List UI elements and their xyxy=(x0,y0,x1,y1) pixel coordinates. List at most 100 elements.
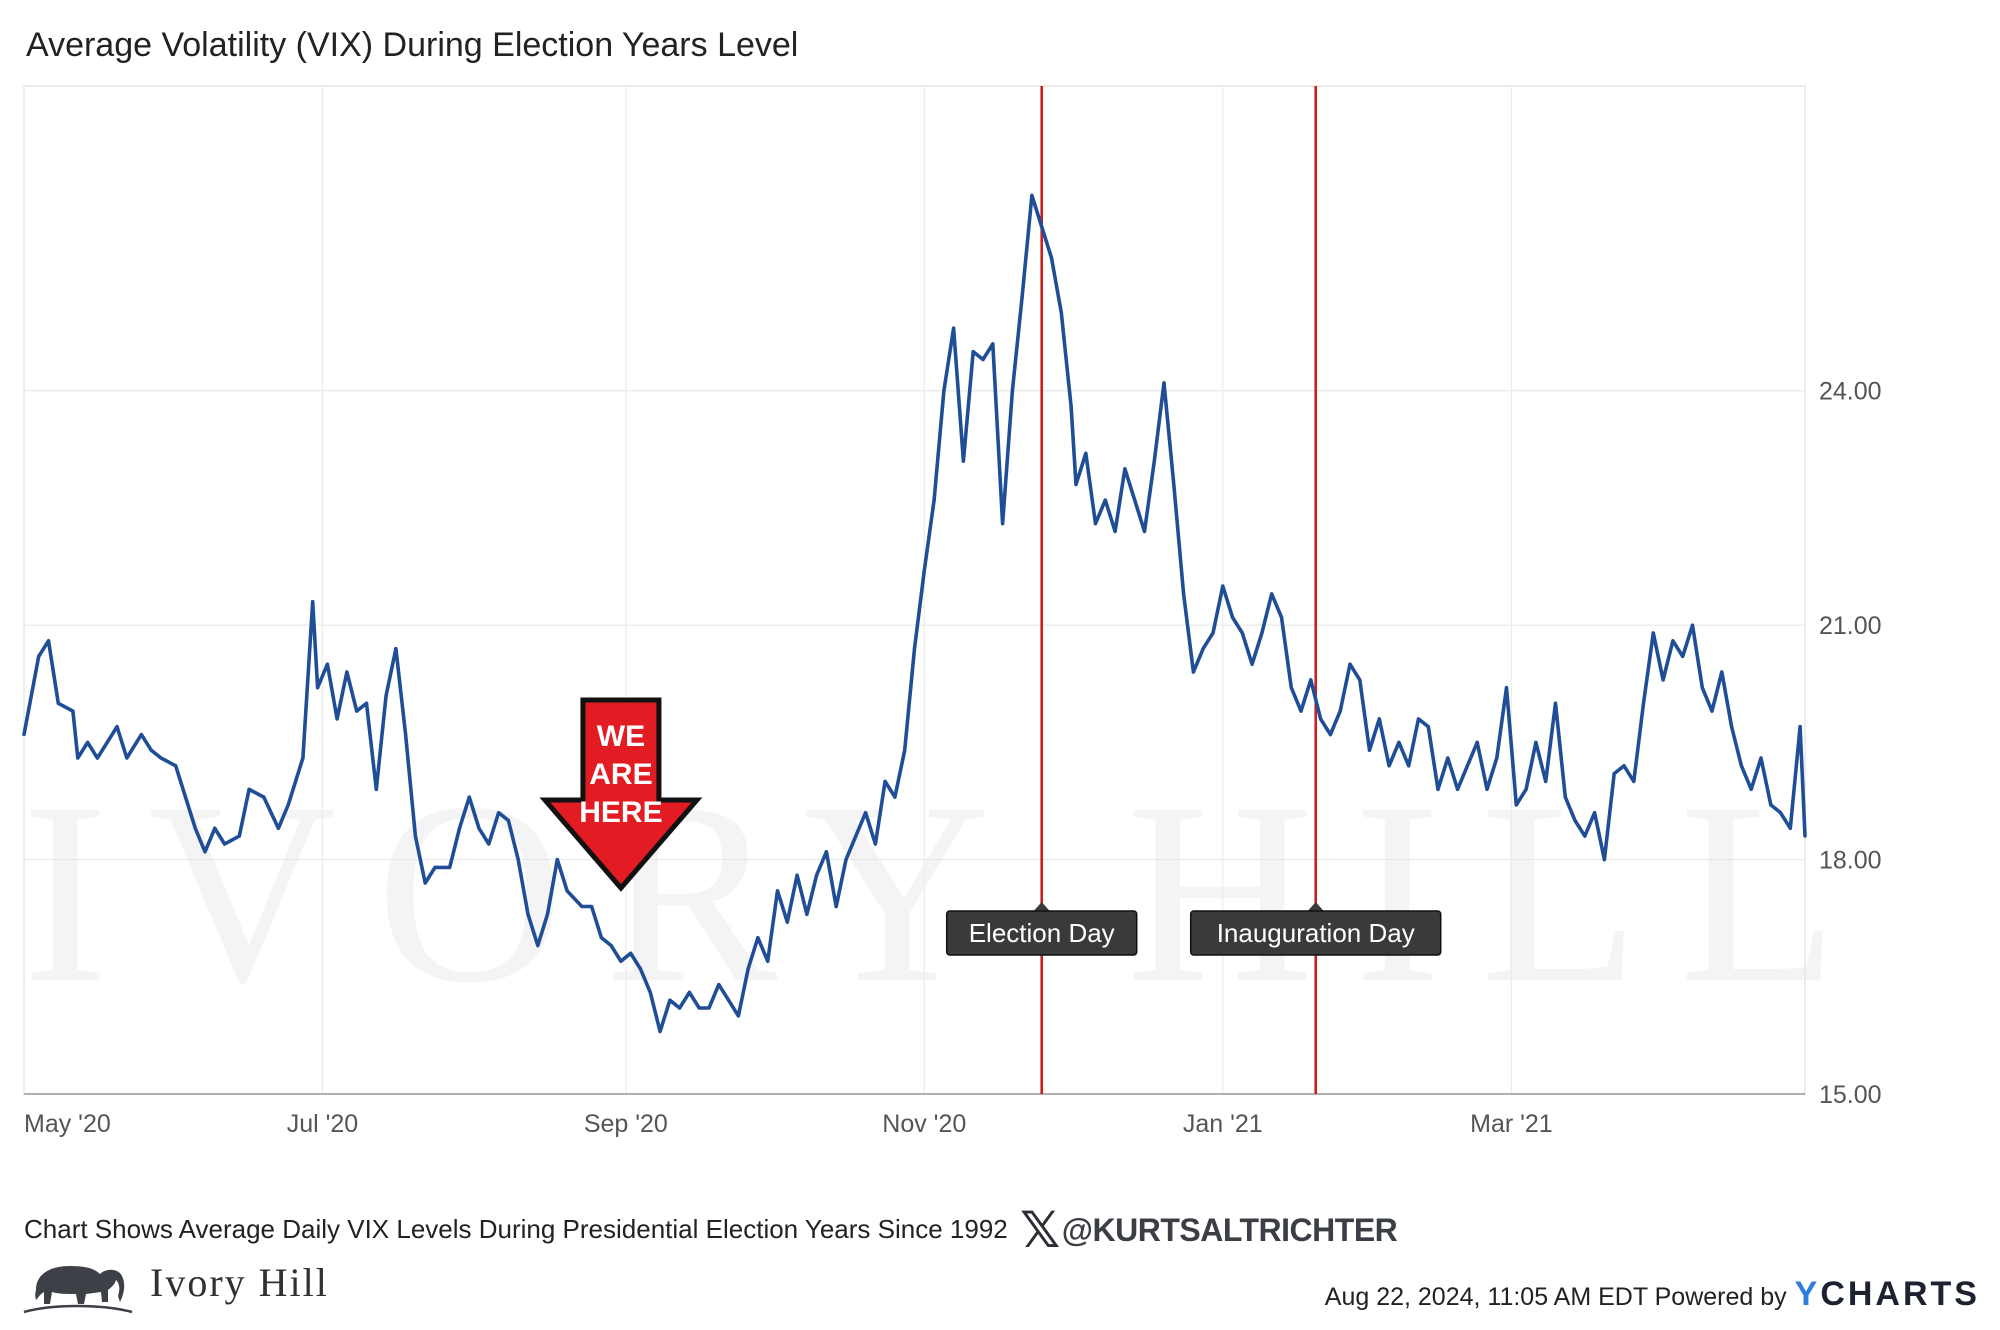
data-point xyxy=(565,889,569,893)
data-point xyxy=(1001,522,1005,526)
data-point xyxy=(1319,717,1323,721)
data-point xyxy=(1700,686,1704,690)
data-point xyxy=(1641,701,1646,705)
y-tick-label: 21.00 xyxy=(1819,612,1882,640)
data-point xyxy=(844,858,848,862)
data-point xyxy=(1030,193,1034,197)
data-point xyxy=(1661,678,1665,682)
data-point xyxy=(952,326,956,330)
data-point xyxy=(815,873,819,877)
data-point xyxy=(311,600,315,604)
data-point xyxy=(536,943,540,948)
data-point xyxy=(286,803,290,807)
data-point xyxy=(1358,678,1362,682)
data-point xyxy=(1348,662,1352,666)
data-point xyxy=(629,951,633,955)
data-point xyxy=(668,998,672,1002)
data-point xyxy=(942,389,946,393)
data-point xyxy=(1010,389,1015,393)
data-point xyxy=(355,709,359,713)
data-point xyxy=(1250,662,1254,666)
data-point xyxy=(1133,498,1137,502)
event-label: Election Day xyxy=(945,902,1138,956)
data-point xyxy=(497,811,501,815)
data-point xyxy=(1074,482,1078,487)
data-points xyxy=(22,193,1807,1034)
x-tick-label: Nov '20 xyxy=(882,1110,966,1138)
data-point xyxy=(1084,451,1088,455)
data-point xyxy=(1739,764,1743,768)
powered-by-footer: Aug 22, 2024, 11:05 AM EDT Powered by YC… xyxy=(1325,1275,1980,1314)
data-point xyxy=(1069,404,1073,408)
data-point xyxy=(1485,787,1489,791)
data-point xyxy=(1475,740,1479,745)
x-tick-label: Sep '20 xyxy=(584,1110,668,1138)
brand-name: Ivory Hill xyxy=(150,1259,329,1305)
we-are-here-callout: WE ARE HERE xyxy=(539,697,703,892)
data-point xyxy=(824,850,829,854)
x-logo-icon: 𝕏 xyxy=(1020,1201,1060,1259)
x-axis-ticks: May '20 Jul '20 Sep '20 Nov '20 Jan '21 Mar '… xyxy=(24,1110,1553,1138)
ycharts-logo[interactable]: YCHARTS xyxy=(1795,1275,1980,1314)
data-point xyxy=(213,826,217,830)
data-point xyxy=(1803,834,1807,838)
data-point xyxy=(609,943,613,948)
data-point xyxy=(1201,647,1205,651)
data-point xyxy=(487,842,491,846)
data-point xyxy=(262,795,266,799)
ycharts-logo-y: Y xyxy=(1794,1275,1821,1313)
data-point xyxy=(1690,623,1695,627)
data-point xyxy=(1593,811,1597,815)
callout-text: WE xyxy=(597,720,645,753)
data-point xyxy=(912,647,917,651)
data-point xyxy=(1279,615,1284,619)
data-point xyxy=(1632,779,1636,784)
data-point xyxy=(394,647,398,651)
data-point xyxy=(76,756,80,760)
twitter-handle[interactable]: 𝕏 @KURTSALTRICHTER xyxy=(1020,1201,1398,1259)
data-point xyxy=(1749,787,1753,791)
data-point xyxy=(1407,764,1411,768)
event-label-box xyxy=(945,910,1138,956)
data-point xyxy=(1465,764,1469,768)
data-point xyxy=(981,357,985,362)
data-point xyxy=(71,709,75,713)
callout-text: ARE xyxy=(589,758,652,791)
data-point xyxy=(364,701,369,705)
ivory-hill-brand: Ivory Hill xyxy=(22,1244,329,1320)
data-point xyxy=(22,733,26,737)
data-point xyxy=(971,350,975,354)
data-point xyxy=(785,920,789,924)
data-point xyxy=(1221,584,1225,588)
data-point xyxy=(345,670,349,674)
data-point xyxy=(247,787,251,791)
x-tick-label: Jul '20 xyxy=(287,1110,358,1138)
data-point xyxy=(193,826,197,830)
data-point xyxy=(433,865,437,870)
data-point xyxy=(316,686,320,690)
event-label-box xyxy=(1189,910,1442,956)
data-point xyxy=(707,1006,711,1010)
data-point xyxy=(864,811,868,815)
data-point xyxy=(448,865,452,870)
data-point xyxy=(1191,670,1195,674)
data-point xyxy=(1612,772,1616,776)
data-point xyxy=(506,818,510,823)
data-point xyxy=(1720,670,1724,674)
x-tick-label: Jan '21 xyxy=(1183,1110,1263,1138)
data-point xyxy=(883,779,887,784)
handle-text: @KURTSALTRICHTER xyxy=(1061,1211,1398,1248)
data-point xyxy=(1260,631,1264,635)
data-point xyxy=(736,1014,741,1018)
data-point xyxy=(1309,678,1313,682)
data-point xyxy=(1299,709,1303,713)
data-point xyxy=(1504,686,1509,690)
data-point xyxy=(922,568,926,573)
data-point xyxy=(1544,779,1548,784)
data-point xyxy=(590,904,594,909)
data-point xyxy=(1230,615,1235,619)
watermark-text: IVORY HILL xyxy=(22,749,1878,1037)
data-point xyxy=(580,904,584,909)
data-point xyxy=(1397,740,1401,745)
data-point xyxy=(756,936,760,940)
